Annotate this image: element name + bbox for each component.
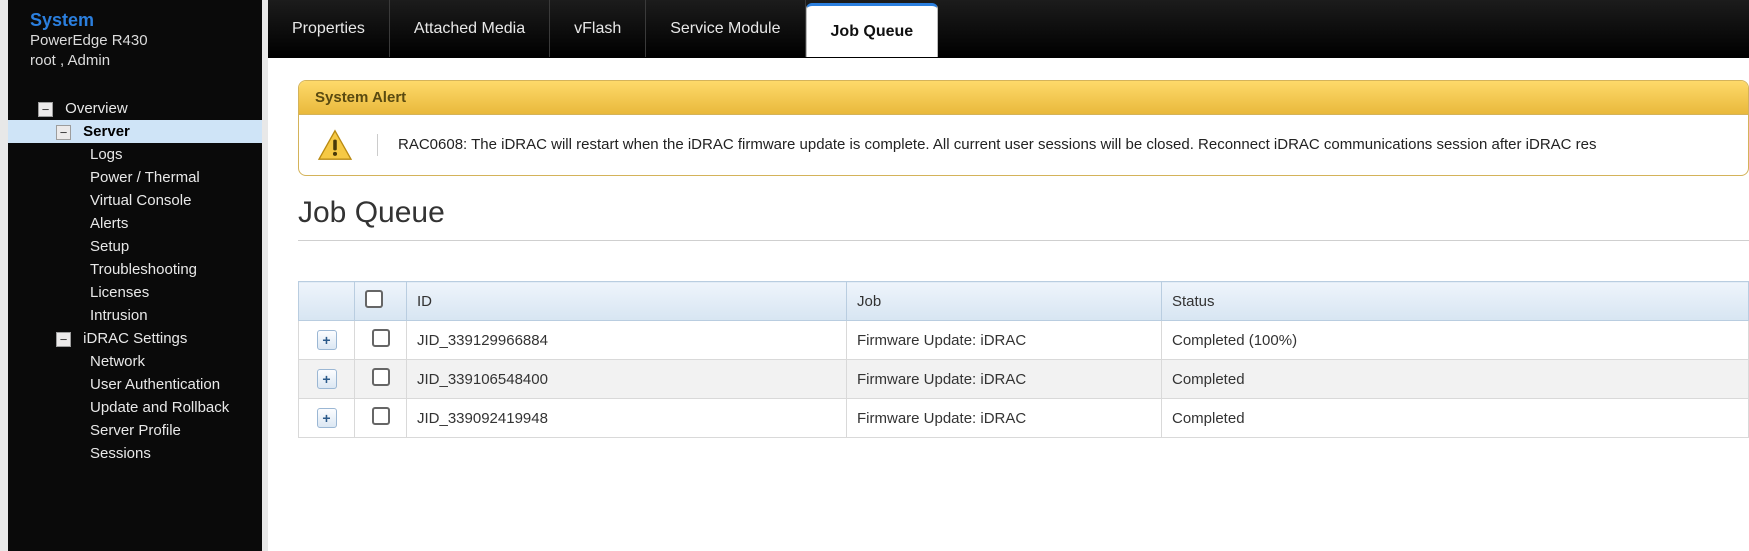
job-queue-table: ID Job Status + JID_339129966884 Firmwar… [298,281,1749,438]
nav-network-label: Network [90,353,145,370]
nav-troubleshooting-label: Troubleshooting [90,261,197,278]
col-header-checkbox [355,282,407,321]
alert-title: System Alert [299,81,1748,115]
nav-power-thermal[interactable]: Power / Thermal [8,166,262,189]
alert-body: RAC0608: The iDRAC will restart when the… [299,115,1748,175]
tab-service-module[interactable]: Service Module [646,0,805,57]
expand-row-button[interactable]: + [317,408,337,428]
col-header-status[interactable]: Status [1162,282,1749,321]
expand-row-button[interactable]: + [317,369,337,389]
nav-server-profile[interactable]: Server Profile [8,419,262,442]
table-row: + JID_339129966884 Firmware Update: iDRA… [299,321,1749,360]
cell-job: Firmware Update: iDRAC [847,360,1162,399]
nav-server-label: Server [83,123,130,140]
nav-alerts[interactable]: Alerts [8,212,262,235]
nav-intrusion[interactable]: Intrusion [8,304,262,327]
nav-overview-label: Overview [65,100,128,117]
nav-power-thermal-label: Power / Thermal [90,169,200,186]
nav-overview[interactable]: − Overview [8,97,262,120]
system-model: PowerEdge R430 [30,31,248,51]
main-panel: Properties Attached Media vFlash Service… [268,0,1749,551]
sidebar: System PowerEdge R430 root , Admin − Ove… [8,0,262,551]
page-title: Job Queue [298,196,1749,241]
nav-setup[interactable]: Setup [8,235,262,258]
expand-row-button[interactable]: + [317,330,337,350]
nav-virtual-console[interactable]: Virtual Console [8,189,262,212]
nav-update-rollback-label: Update and Rollback [90,399,229,416]
alert-message: RAC0608: The iDRAC will restart when the… [377,134,1597,156]
tab-bar: Properties Attached Media vFlash Service… [268,0,1749,58]
nav-idrac-settings-label: iDRAC Settings [83,330,187,347]
collapse-icon[interactable]: − [56,332,71,347]
nav-logs[interactable]: Logs [8,143,262,166]
collapse-icon[interactable]: − [38,102,53,117]
tab-vflash[interactable]: vFlash [550,0,646,57]
nav-sessions-label: Sessions [90,445,151,462]
nav-user-authentication[interactable]: User Authentication [8,373,262,396]
nav-user-auth-label: User Authentication [90,376,220,393]
cell-status: Completed [1162,399,1749,438]
warning-icon [317,129,353,161]
nav-intrusion-label: Intrusion [90,307,148,324]
table-row: + JID_339106548400 Firmware Update: iDRA… [299,360,1749,399]
col-header-expand [299,282,355,321]
nav-licenses-label: Licenses [90,284,149,301]
row-checkbox[interactable] [372,407,390,425]
nav-setup-label: Setup [90,238,129,255]
tab-attached-media[interactable]: Attached Media [390,0,550,57]
cell-id: JID_339106548400 [407,360,847,399]
nav-alerts-label: Alerts [90,215,128,232]
system-title: System [30,10,248,31]
nav-sessions[interactable]: Sessions [8,442,262,465]
cell-job: Firmware Update: iDRAC [847,321,1162,360]
cell-status: Completed (100%) [1162,321,1749,360]
nav-update-rollback[interactable]: Update and Rollback [8,396,262,419]
nav-idrac-settings[interactable]: − iDRAC Settings [8,327,262,350]
system-user: root , Admin [30,51,248,71]
row-checkbox[interactable] [372,368,390,386]
tab-job-queue[interactable]: Job Queue [806,3,939,57]
cell-id: JID_339092419948 [407,399,847,438]
nav-server[interactable]: − Server [8,120,262,143]
nav-network[interactable]: Network [8,350,262,373]
nav-logs-label: Logs [90,146,123,163]
system-header: System PowerEdge R430 root , Admin [8,0,262,79]
cell-job: Firmware Update: iDRAC [847,399,1162,438]
col-header-job[interactable]: Job [847,282,1162,321]
nav-tree: − Overview − Server Logs Power / Thermal… [8,97,262,465]
cell-id: JID_339129966884 [407,321,847,360]
cell-status: Completed [1162,360,1749,399]
col-header-id[interactable]: ID [407,282,847,321]
system-alert: System Alert RAC0608: The iDRAC will res… [298,80,1749,176]
nav-licenses[interactable]: Licenses [8,281,262,304]
row-checkbox[interactable] [372,329,390,347]
nav-virtual-console-label: Virtual Console [90,192,191,209]
nav-troubleshooting[interactable]: Troubleshooting [8,258,262,281]
nav-server-profile-label: Server Profile [90,422,181,439]
tab-properties[interactable]: Properties [268,0,390,57]
collapse-icon[interactable]: − [56,125,71,140]
content-area: System Alert RAC0608: The iDRAC will res… [268,58,1749,438]
table-row: + JID_339092419948 Firmware Update: iDRA… [299,399,1749,438]
select-all-checkbox[interactable] [365,290,383,308]
